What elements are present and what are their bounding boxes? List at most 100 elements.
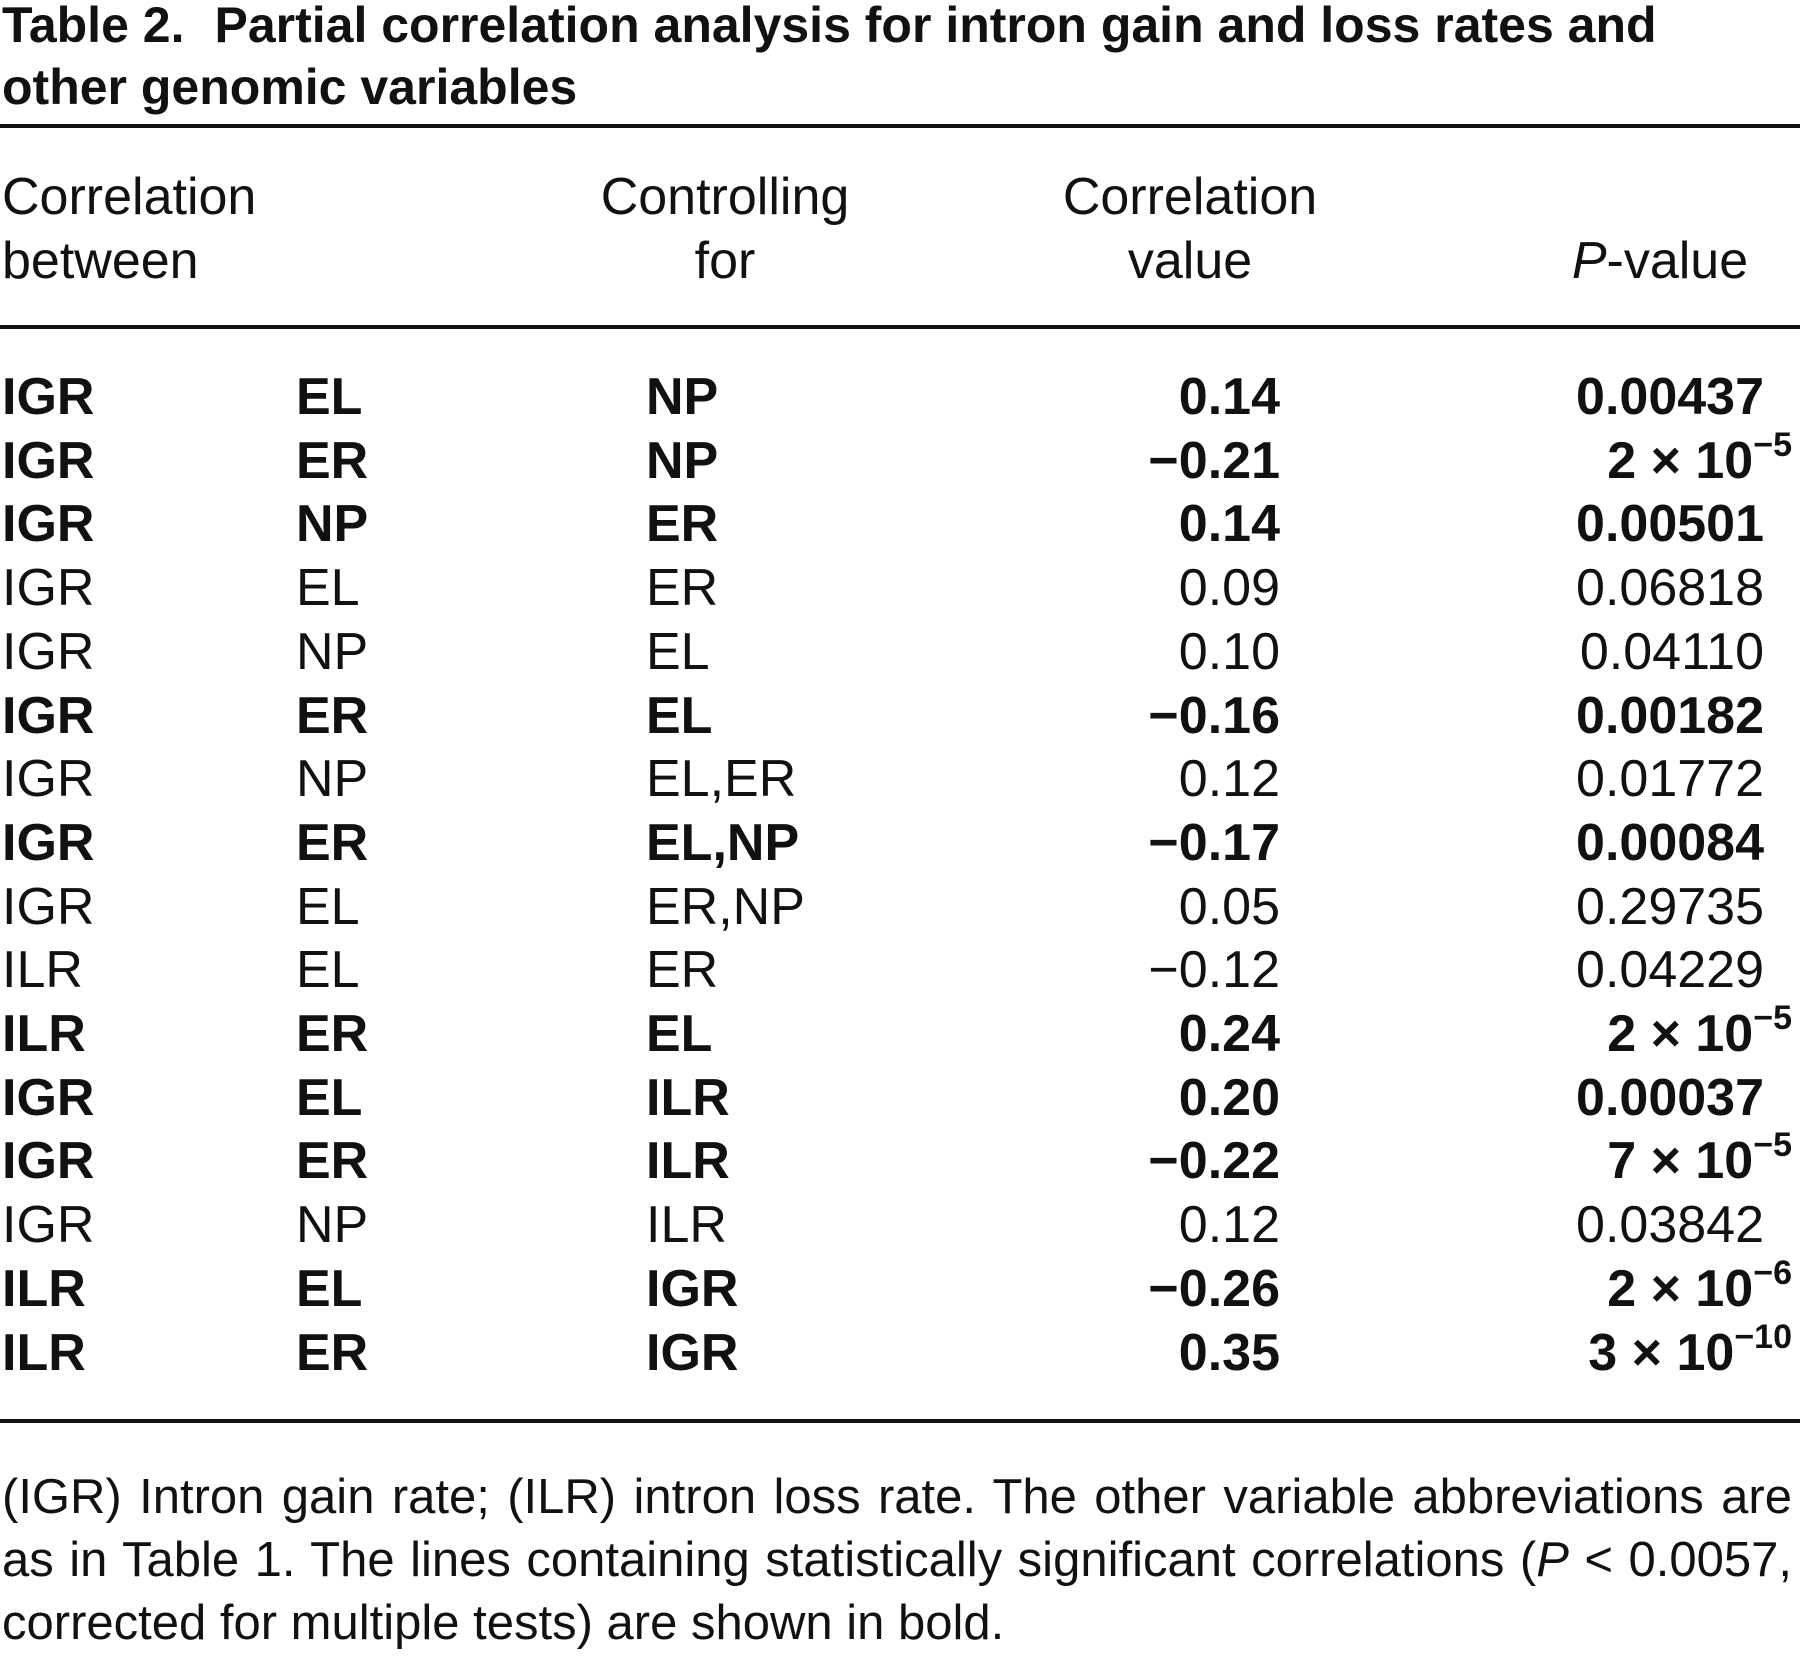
text-cell: ILR — [2, 1005, 86, 1063]
numeric-cell: 0.00084 — [1576, 813, 1764, 872]
header-cell: P-value — [1560, 229, 1760, 293]
numeric-cell: 0.35 — [1178, 1323, 1280, 1382]
numeric-cell: 0.04110 — [1579, 622, 1764, 681]
p-mantissa: 2 × 10 — [1607, 431, 1754, 490]
text-cell: IGR — [2, 559, 95, 618]
numeric-cell: 0.01772 — [1576, 750, 1764, 809]
text-cell: ILR — [646, 1068, 730, 1127]
numeric-cell: 0.00037 — [1576, 1068, 1764, 1127]
numeric-cell: 0.06818 — [1576, 559, 1764, 618]
text-cell: ER — [646, 941, 719, 1000]
text-cell: ER — [296, 1005, 369, 1063]
text-cell: EL — [646, 1005, 713, 1063]
header-text: -value — [1606, 232, 1749, 290]
p-mantissa: 2 × 10 — [1607, 1005, 1754, 1063]
text-cell: EL — [296, 877, 360, 936]
text-cell: IGR — [2, 1196, 95, 1255]
p-value: 2 × 10−5 — [1607, 425, 1792, 493]
text-cell: EL — [296, 559, 360, 618]
numeric-cell: 0.00437 — [1576, 368, 1764, 426]
header-line: value — [1127, 232, 1253, 290]
text-cell: EL — [296, 368, 363, 426]
numeric-cell: 0.14 — [1178, 495, 1280, 554]
top-rule — [0, 124, 1800, 128]
text-cell: IGR — [2, 431, 95, 490]
text-cell: EL,ER — [646, 750, 797, 809]
p-exponent: −5 — [1753, 425, 1792, 464]
text-cell: IGR — [2, 1132, 95, 1191]
numeric-cell: −0.17 — [1148, 813, 1280, 872]
header-line: Correlation — [2, 168, 257, 226]
numeric-cell: 0.03842 — [1576, 1196, 1764, 1255]
p-mantissa: 7 × 10 — [1607, 1132, 1754, 1191]
title-text: Partial correlation analysis for intron … — [2, 0, 1657, 115]
text-cell: ER — [296, 431, 369, 490]
text-cell: NP — [296, 495, 369, 554]
table-title: Table 2. Partial correlation analysis for… — [2, 0, 1792, 118]
text-cell: IGR — [2, 1068, 95, 1127]
text-cell: ER — [646, 559, 719, 618]
header-line: Controlling — [600, 168, 850, 226]
text-cell: IGR — [2, 686, 95, 745]
p-mantissa: 3 × 10 — [1588, 1323, 1735, 1382]
p-exponent: −6 — [1753, 1253, 1792, 1292]
header-rule — [0, 325, 1800, 329]
text-cell: EL — [646, 622, 710, 681]
numeric-cell: 0.10 — [1178, 622, 1280, 681]
header-line: for — [694, 232, 756, 290]
p-value: 2 × 10−5 — [1607, 999, 1792, 1066]
numeric-cell: 0.29735 — [1576, 877, 1764, 936]
text-cell: NP — [646, 368, 719, 426]
text-cell: ER — [296, 1132, 369, 1191]
text-cell: IGR — [646, 1259, 739, 1318]
header-cell: Controlling for — [575, 165, 875, 293]
numeric-cell: 0.05 — [1178, 877, 1280, 936]
text-cell: NP — [646, 431, 719, 490]
text-cell: ILR — [2, 941, 83, 1000]
text-cell: IGR — [2, 813, 95, 872]
text-cell: EL — [646, 686, 713, 745]
text-cell: ER — [296, 1323, 369, 1382]
text-cell: NP — [296, 1196, 369, 1255]
footnote-italic: P — [1536, 1533, 1569, 1587]
numeric-cell: −0.21 — [1148, 431, 1280, 490]
text-cell: ER — [296, 813, 369, 872]
text-cell: ILR — [646, 1132, 730, 1191]
numeric-cell: −0.16 — [1148, 686, 1280, 745]
bottom-rule — [0, 1419, 1800, 1423]
title-label: Table 2. — [2, 0, 185, 53]
p-exponent: −5 — [1753, 999, 1792, 1037]
text-cell: IGR — [2, 750, 95, 809]
header-cell: Correlation between — [2, 165, 256, 293]
text-cell: EL — [296, 941, 360, 1000]
text-cell: NP — [296, 622, 369, 681]
text-cell: NP — [296, 750, 369, 809]
p-value: 3 × 10−10 — [1588, 1317, 1792, 1385]
p-exponent: −10 — [1734, 1317, 1792, 1356]
text-cell: IGR — [2, 495, 95, 554]
numeric-cell: −0.22 — [1148, 1132, 1280, 1191]
header-cell: Correlation value — [1040, 165, 1340, 293]
numeric-cell: 0.00182 — [1576, 686, 1764, 745]
text-cell: EL,NP — [646, 813, 800, 872]
footnote: (IGR) Intron gain rate; (ILR) intron los… — [2, 1466, 1792, 1655]
numeric-cell: 0.14 — [1178, 368, 1280, 426]
numeric-cell: 0.24 — [1178, 1005, 1280, 1063]
text-cell: IGR — [646, 1323, 739, 1382]
numeric-cell: 0.20 — [1178, 1068, 1280, 1127]
text-cell: ILR — [2, 1323, 86, 1382]
text-cell: ER — [646, 495, 719, 554]
text-cell: IGR — [2, 368, 95, 426]
numeric-cell: 0.04229 — [1576, 941, 1764, 1000]
p-exponent: −5 — [1753, 1126, 1792, 1165]
p-value: 2 × 10−6 — [1607, 1253, 1792, 1321]
numeric-cell: 0.12 — [1178, 750, 1280, 809]
text-cell: IGR — [2, 877, 95, 936]
text-cell: ER — [296, 686, 369, 745]
numeric-cell: 0.09 — [1178, 559, 1280, 618]
header-line: between — [2, 232, 199, 290]
text-cell: EL — [296, 1068, 363, 1127]
header-line: Correlation — [1062, 168, 1318, 226]
text-cell: ER,NP — [646, 877, 805, 936]
text-cell: ILR — [2, 1259, 86, 1318]
